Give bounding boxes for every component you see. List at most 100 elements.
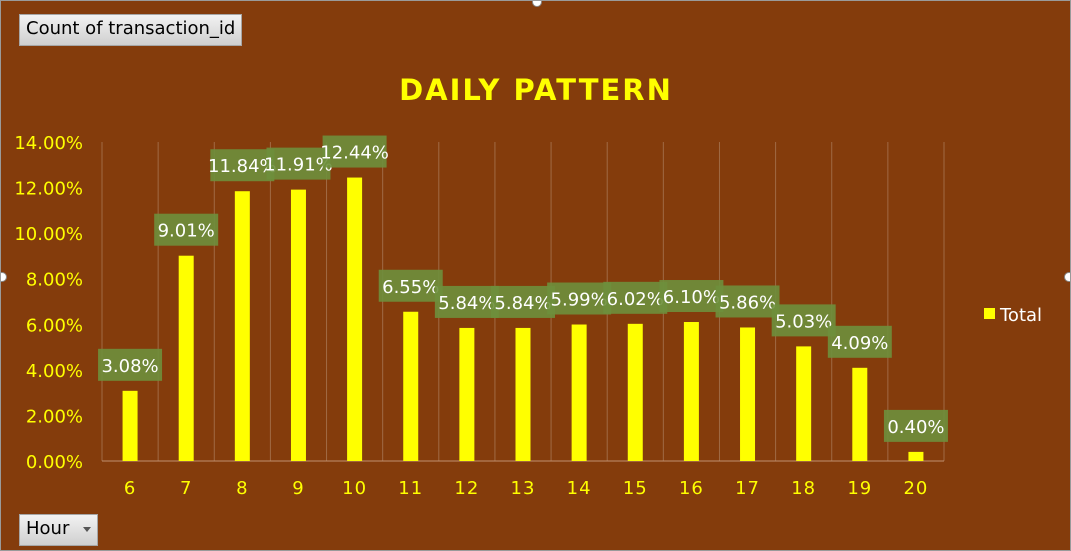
data-label-text: 12.44% [320, 143, 389, 164]
bar[interactable] [683, 322, 699, 461]
legend[interactable]: Total [984, 305, 1042, 326]
data-label: 6.02% [603, 281, 668, 314]
data-label-box [827, 325, 892, 358]
x-tick-label: 6 [124, 478, 136, 499]
bars [122, 177, 924, 462]
chart-title: DAILY PATTERN [399, 73, 673, 107]
data-label: 6.10% [659, 280, 724, 313]
y-tick-label: 10.00% [14, 224, 83, 245]
data-label-box [434, 285, 499, 318]
bar[interactable] [234, 191, 250, 461]
data-label: 5.99% [547, 282, 612, 315]
data-label-text: 6.55% [382, 277, 439, 298]
data-label-box [98, 348, 163, 381]
x-tick-label: 7 [180, 478, 192, 499]
data-label: 4.09% [827, 325, 892, 358]
data-label-box [491, 285, 555, 318]
data-label: 9.01% [154, 213, 219, 246]
data-label-box [603, 281, 668, 314]
bar[interactable] [571, 324, 587, 461]
y-tick-label: 8.00% [26, 270, 83, 291]
bar[interactable] [852, 367, 868, 461]
bar[interactable] [908, 451, 924, 461]
y-tick-label: 12.00% [14, 179, 83, 200]
data-label-box [322, 135, 387, 168]
axis-field-button[interactable]: Hour [19, 514, 99, 546]
x-tick-label: 9 [292, 478, 304, 499]
x-axis: 6 7 8 9 10 11 12 13 14 15 16 17 18 19 20 [124, 478, 928, 499]
data-label: 12.44% [320, 135, 389, 168]
bar[interactable] [796, 346, 812, 461]
data-label-text: 5.86% [719, 292, 776, 313]
data-label-text: 6.10% [663, 287, 720, 308]
y-tick-label: 14.00% [14, 133, 83, 154]
data-label-text: 5.03% [775, 311, 832, 332]
data-label-box [771, 304, 836, 337]
y-tick-label: 0.00% [26, 452, 83, 473]
resize-handle-right[interactable] [1064, 272, 1070, 282]
x-tick-label: 16 [679, 478, 704, 499]
data-label: 11.84% [208, 149, 277, 182]
legend-entry-total: Total [999, 305, 1042, 326]
x-tick-label: 11 [398, 478, 423, 499]
data-label-box [547, 282, 612, 315]
axis-field-label: Hour [26, 518, 70, 539]
data-label-text: 5.99% [551, 290, 608, 311]
bar[interactable] [740, 327, 756, 461]
x-tick-label: 14 [567, 478, 592, 499]
data-label-box [659, 280, 724, 313]
data-label-text: 0.40% [887, 417, 944, 438]
data-label-box [378, 269, 443, 302]
data-label-text: 5.84% [438, 293, 495, 314]
data-label: 5.03% [771, 304, 836, 337]
data-labels: 3.08%9.01%11.84%11.91%12.44%6.55%5.84%5.… [98, 135, 948, 442]
resize-handle-top[interactable] [532, 1, 542, 7]
data-label-box [266, 147, 331, 180]
bar[interactable] [515, 327, 531, 461]
x-tick-label: 17 [735, 478, 760, 499]
bar[interactable] [347, 177, 363, 461]
data-label: 6.55% [378, 269, 443, 302]
x-tick-label: 20 [903, 478, 928, 499]
y-axis: 0.00% 2.00% 4.00% 6.00% 8.00% 10.00% 12.00% 14.… [14, 133, 83, 473]
x-tick-label: 19 [847, 478, 872, 499]
y-tick-label: 2.00% [26, 406, 83, 427]
resize-handle-left[interactable] [1, 272, 7, 282]
bar[interactable] [459, 327, 475, 461]
values-field-label: Count of transaction_id [26, 18, 236, 39]
data-label-text: 6.02% [607, 289, 664, 310]
y-tick-label: 6.00% [26, 315, 83, 336]
x-tick-label: 18 [791, 478, 816, 499]
data-label: 3.08% [98, 348, 163, 381]
x-tick-label: 8 [236, 478, 248, 499]
bar[interactable] [290, 189, 306, 462]
legend-swatch [984, 308, 995, 319]
data-label: 5.86% [715, 285, 780, 318]
dropdown-arrow-icon[interactable] [83, 526, 92, 532]
data-label-text: 4.09% [831, 333, 888, 354]
x-tick-label: 13 [511, 478, 536, 499]
data-label-text: 11.84% [208, 156, 277, 177]
data-label-text: 11.91% [264, 155, 333, 176]
data-label-box [210, 149, 275, 182]
data-label-text: 3.08% [101, 356, 158, 377]
bar[interactable] [403, 311, 419, 461]
bar[interactable] [178, 255, 194, 461]
bar[interactable] [122, 390, 138, 461]
data-label-box [715, 285, 780, 318]
values-field-button[interactable]: Count of transaction_id [19, 14, 243, 46]
y-tick-label: 4.00% [26, 361, 83, 382]
data-label: 11.91% [264, 147, 333, 180]
x-tick-label: 12 [454, 478, 479, 499]
x-tick-label: 10 [342, 478, 367, 499]
data-label: 5.84% [434, 285, 499, 318]
bar[interactable] [627, 323, 643, 461]
data-label-box [883, 409, 948, 442]
data-label-text: 5.84% [494, 293, 551, 314]
x-tick-label: 15 [623, 478, 648, 499]
data-label: 0.40% [883, 409, 948, 442]
data-label-box [154, 213, 219, 246]
data-label: 5.84% [491, 285, 555, 318]
